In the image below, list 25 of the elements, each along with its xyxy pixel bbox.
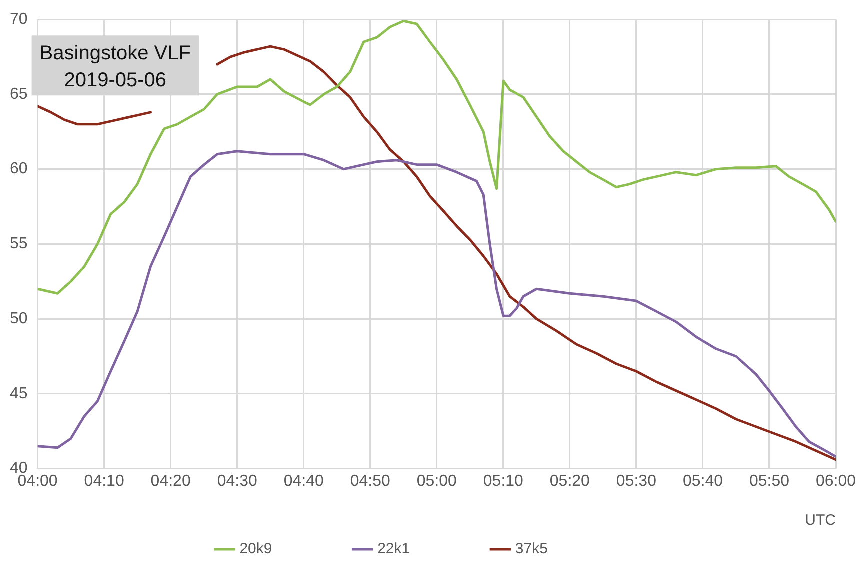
x-tick-label: 06:00: [816, 472, 856, 490]
x-tick-label: 05:40: [682, 472, 724, 490]
y-tick-label: 55: [10, 236, 28, 253]
x-tick-label: 05:20: [550, 472, 590, 490]
y-tick-label: 65: [10, 86, 28, 103]
x-tick-label: 04:30: [217, 472, 258, 490]
y-tick-label: 50: [10, 310, 28, 328]
annotation: 2019-05-06: [64, 70, 167, 92]
y-tick-label: 45: [10, 385, 28, 402]
x-tick-label: 05:50: [749, 472, 790, 490]
legend-label: 37k5: [515, 540, 619, 558]
x-tick-label: 04:20: [150, 472, 191, 490]
x-axis-title: UTC: [805, 512, 836, 530]
x-tick-label: 05:10: [483, 472, 524, 490]
x-tick-label: 04:40: [284, 472, 324, 490]
x-tick-label: 04:00: [18, 472, 58, 490]
legend-label: 20k9: [240, 540, 344, 558]
annotation: Basingstoke VLF: [40, 42, 191, 65]
x-tick-label: 04:50: [350, 472, 390, 490]
y-tick-label: 60: [10, 160, 28, 178]
x-tick-label: 05:00: [416, 472, 458, 490]
y-tick-label: 70: [10, 11, 28, 28]
x-tick-label: 04:10: [84, 472, 124, 490]
legend-label: 22k1: [378, 540, 481, 558]
x-tick-label: 05:30: [616, 472, 657, 490]
